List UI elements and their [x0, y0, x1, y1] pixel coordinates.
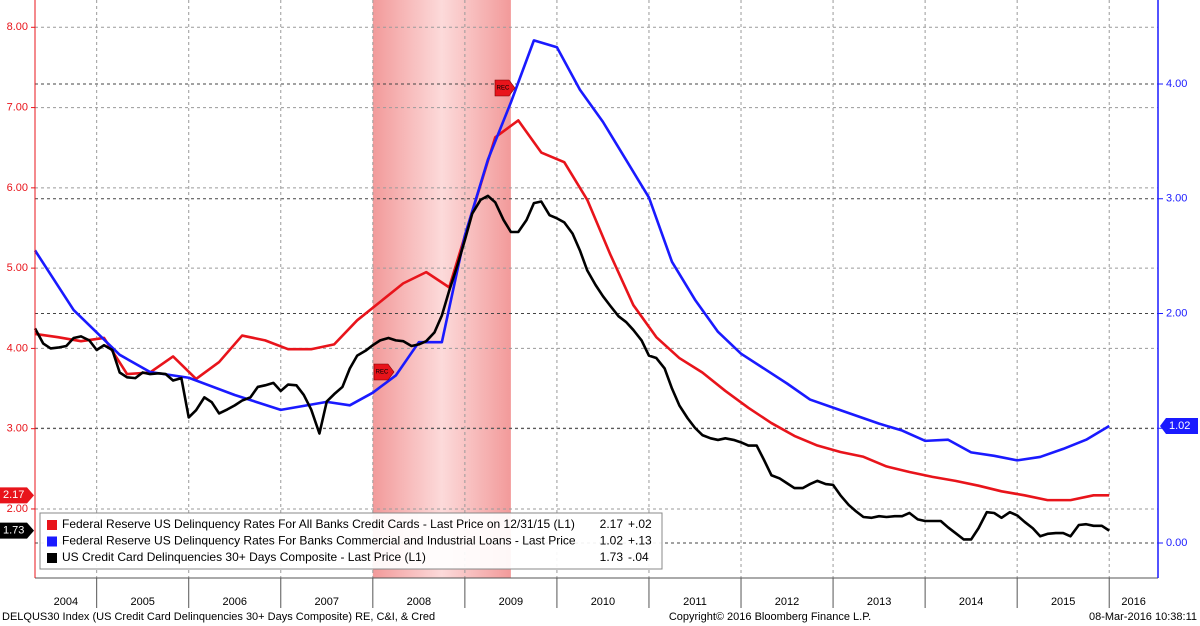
x-tick-label: 2016	[1121, 596, 1145, 608]
legend-price: 1.02	[600, 534, 624, 548]
y-tick-label: 8.00	[7, 21, 28, 33]
legend-label: Federal Reserve US Delinquency Rates For…	[62, 534, 576, 548]
rec-label: REC	[497, 86, 510, 92]
series-line	[33, 194, 1110, 541]
x-tick-label: 2008	[407, 596, 431, 608]
y-tick-label: 4.00	[7, 342, 28, 354]
legend-box	[39, 512, 663, 570]
x-tick-label: 2013	[867, 596, 891, 608]
recession-band	[372, 0, 511, 578]
price-tag	[0, 487, 34, 504]
y-tick-label: 2.00	[7, 503, 28, 515]
price-tag-label: 2.17	[3, 489, 24, 501]
price-tag-label: 1.73	[3, 525, 24, 537]
legend-price: 2.17	[600, 517, 624, 531]
x-tick-label: 2012	[775, 596, 799, 608]
legend-price: 1.73	[600, 550, 624, 564]
x-tick-label: 2005	[130, 596, 154, 608]
legend-swatch	[47, 536, 57, 547]
y-tick-label: 3.00	[7, 423, 28, 435]
x-tick-label: 2007	[315, 596, 339, 608]
y2-tick-label: 4.00	[1166, 78, 1187, 90]
legend-change: +.13	[628, 534, 652, 548]
legend-swatch	[47, 553, 57, 563]
x-tick-label: 2010	[591, 596, 615, 608]
series-line	[34, 119, 1110, 502]
legend-label: US Credit Card Delinquencies 30+ Days Co…	[62, 550, 426, 564]
x-tick-label: 2006	[223, 596, 247, 608]
x-tick-label: 2015	[1051, 596, 1075, 608]
x-tick-label: 2009	[499, 596, 523, 608]
legend-swatch	[47, 520, 57, 530]
price-tag	[1160, 417, 1198, 434]
copyright: Copyright© 2016 Bloomberg Finance L.P.	[669, 611, 871, 623]
rec-label: REC	[376, 370, 389, 376]
rec-marker	[373, 363, 395, 381]
y-tick-label: 6.00	[7, 182, 28, 194]
y2-tick-label: 0.00	[1166, 537, 1187, 549]
price-tag-label: 1.02	[1169, 420, 1190, 432]
y2-tick-label: 3.00	[1166, 193, 1187, 205]
legend-label: Federal Reserve US Delinquency Rates For…	[62, 517, 575, 531]
timestamp: 08-Mar-2016 10:38:11	[1089, 611, 1197, 623]
rec-marker	[494, 79, 516, 97]
y-tick-label: 7.00	[7, 101, 28, 113]
y2-tick-label: 2.00	[1166, 307, 1187, 319]
series-line	[33, 39, 1110, 462]
x-tick-label: 2011	[683, 596, 707, 608]
legend-change: -.04	[628, 550, 649, 564]
x-tick-label: 2014	[959, 596, 983, 608]
price-tag	[0, 522, 34, 539]
legend-change: +.02	[628, 517, 652, 531]
source-note: DELQUS30 Index (US Credit Card Delinquen…	[2, 611, 435, 623]
y-tick-label: 5.00	[7, 262, 28, 274]
x-tick-label: 2004	[54, 596, 78, 608]
